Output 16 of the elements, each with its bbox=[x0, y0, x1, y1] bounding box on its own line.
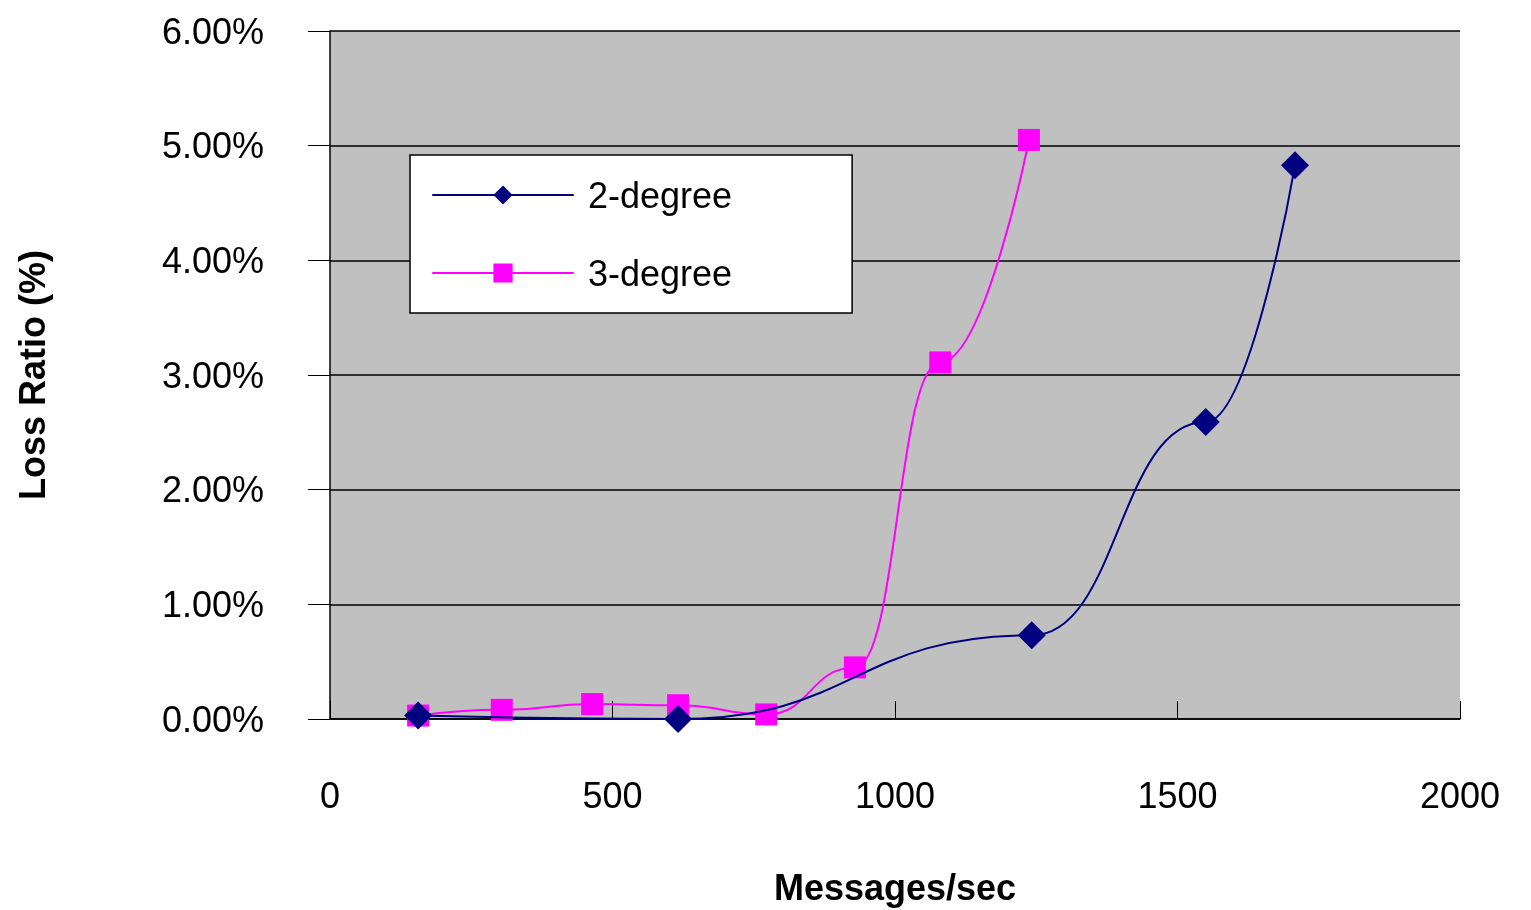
x-tick-label: 1500 bbox=[1137, 774, 1218, 816]
x-axis-title: Messages/sec bbox=[773, 866, 1017, 908]
y-tick-label: 1.00% bbox=[161, 583, 264, 625]
x-tick-label: 1000 bbox=[854, 774, 936, 816]
y-tick-label: 0.00% bbox=[161, 698, 264, 740]
x-tick-label: 2000 bbox=[1419, 774, 1501, 816]
legend-label: 2-degree bbox=[588, 174, 733, 216]
y-tick-label: 2.00% bbox=[161, 469, 264, 511]
x-tick-label: 0 bbox=[319, 774, 341, 816]
y-tick-label: 6.00% bbox=[161, 10, 264, 52]
y-tick-label: 5.00% bbox=[161, 125, 264, 167]
legend-label: 3-degree bbox=[588, 252, 733, 294]
x-tick-label: 500 bbox=[582, 774, 643, 816]
y-axis-title: Loss Ratio (%) bbox=[11, 249, 53, 501]
y-tick-label: 4.00% bbox=[161, 239, 264, 281]
y-tick-label: 3.00% bbox=[161, 354, 264, 396]
